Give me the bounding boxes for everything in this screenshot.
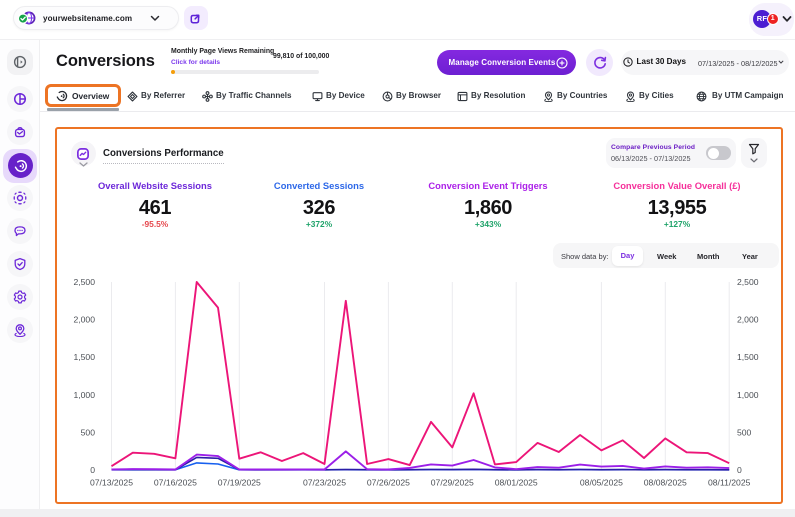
- svg-text:07/29/2025: 07/29/2025: [431, 478, 474, 488]
- svg-text:1,500: 1,500: [73, 352, 95, 362]
- svg-text:07/16/2025: 07/16/2025: [154, 478, 197, 488]
- svg-text:2,500: 2,500: [73, 277, 95, 287]
- svg-text:07/26/2025: 07/26/2025: [367, 478, 410, 488]
- svg-text:0: 0: [737, 465, 742, 475]
- svg-text:2,000: 2,000: [737, 315, 759, 325]
- svg-text:07/19/2025: 07/19/2025: [218, 478, 261, 488]
- svg-text:1,500: 1,500: [737, 352, 759, 362]
- svg-text:07/13/2025: 07/13/2025: [90, 478, 133, 488]
- svg-text:500: 500: [81, 427, 96, 437]
- svg-text:2,000: 2,000: [73, 315, 95, 325]
- svg-text:08/08/2025: 08/08/2025: [644, 478, 687, 488]
- svg-text:2,500: 2,500: [737, 277, 759, 287]
- svg-text:0: 0: [90, 465, 95, 475]
- svg-text:08/11/2025: 08/11/2025: [708, 478, 751, 488]
- svg-text:500: 500: [737, 427, 752, 437]
- svg-text:1,000: 1,000: [73, 390, 95, 400]
- svg-text:1,000: 1,000: [737, 390, 759, 400]
- svg-text:07/23/2025: 07/23/2025: [303, 478, 346, 488]
- svg-text:08/01/2025: 08/01/2025: [495, 478, 538, 488]
- svg-text:08/05/2025: 08/05/2025: [580, 478, 623, 488]
